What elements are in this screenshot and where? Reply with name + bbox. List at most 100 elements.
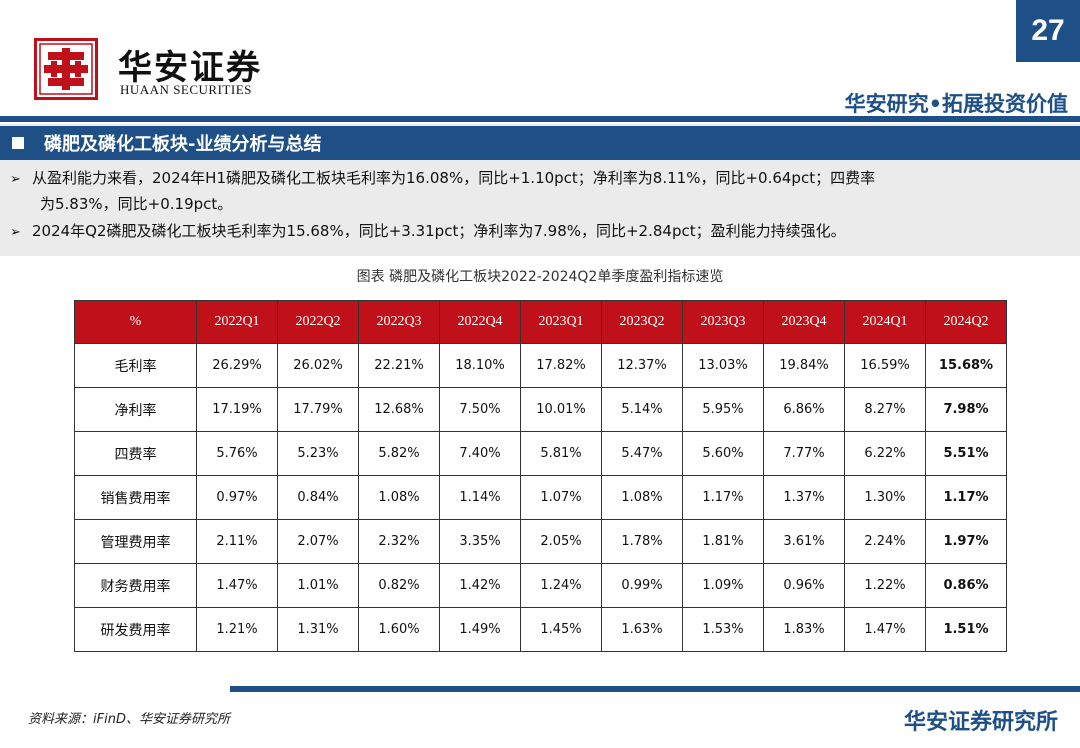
table-cell: 5.23% <box>277 431 359 476</box>
table-cell: 1.51% <box>925 607 1007 652</box>
row-label: 毛利率 <box>74 343 197 388</box>
table-row: 销售费用率 0.97% 0.84% 1.08% 1.14% 1.07% 1.08% 1.17%… <box>74 475 1007 520</box>
logo-name-cn: 华安证券 <box>118 48 262 88</box>
table-cell: 18.10% <box>439 343 521 388</box>
table-cell: 7.77% <box>763 431 845 476</box>
table-cell: 1.17% <box>925 475 1007 520</box>
table-cell: 1.49% <box>439 607 521 652</box>
row-label: 四费率 <box>74 431 197 476</box>
table-cell: 1.37% <box>763 475 845 520</box>
table-cell: 1.47% <box>844 607 926 652</box>
table-cell: 1.21% <box>196 607 278 652</box>
table-cell: 1.53% <box>682 607 764 652</box>
table-cell: 5.81% <box>520 431 602 476</box>
table-cell: 2.05% <box>520 519 602 564</box>
page-number: 27 <box>1016 0 1080 62</box>
table-cell: 0.84% <box>277 475 359 520</box>
table-cell: 1.14% <box>439 475 521 520</box>
section-title: 磷肥及磷化工板块-业绩分析与总结 <box>44 134 322 155</box>
table-cell: 0.86% <box>925 563 1007 608</box>
table-cell: 6.86% <box>763 387 845 432</box>
row-label: 管理费用率 <box>74 519 197 564</box>
header-slogan: 华安研究•拓展投资价值 <box>844 92 1068 116</box>
table-cell: 5.14% <box>601 387 683 432</box>
table-cell: 1.08% <box>358 475 440 520</box>
table-row: 四费率 5.76% 5.23% 5.82% 7.40% 5.81% 5.47% 5.60% 7.… <box>74 431 1007 476</box>
table-cell: 0.97% <box>196 475 278 520</box>
table-cell: 1.97% <box>925 519 1007 564</box>
table-cell: 1.08% <box>601 475 683 520</box>
table-cell: 2.24% <box>844 519 926 564</box>
table-cell: 1.78% <box>601 519 683 564</box>
square-bullet-icon <box>12 137 24 149</box>
header-divider <box>0 116 1080 122</box>
row-label: 研发费用率 <box>74 607 197 652</box>
header-unit: % <box>74 300 197 344</box>
table-cell: 12.68% <box>358 387 440 432</box>
table-cell: 7.40% <box>439 431 521 476</box>
table-cell: 26.29% <box>196 343 278 388</box>
table-header-row: % 2022Q1 2022Q2 2022Q3 2022Q4 2023Q1 202… <box>74 300 1007 344</box>
column-header: 2022Q1 <box>196 300 278 344</box>
table-cell: 0.99% <box>601 563 683 608</box>
table-cell: 1.07% <box>520 475 602 520</box>
table-cell: 5.95% <box>682 387 764 432</box>
profitability-table: % 2022Q1 2022Q2 2022Q3 2022Q4 2023Q1 202… <box>74 300 1007 652</box>
table-cell: 1.45% <box>520 607 602 652</box>
table-cell: 17.79% <box>277 387 359 432</box>
section-title-bar: 磷肥及磷化工板块-业绩分析与总结 <box>0 126 1080 160</box>
column-header: 2022Q2 <box>277 300 359 344</box>
table-cell: 17.82% <box>520 343 602 388</box>
table-cell: 2.11% <box>196 519 278 564</box>
bullet-2-text: 2024年Q2磷肥及磷化工板块毛利率为15.68%，同比+3.31pct；净利率… <box>32 222 846 240</box>
table-cell: 6.22% <box>844 431 926 476</box>
table-cell: 16.59% <box>844 343 926 388</box>
table-cell: 1.30% <box>844 475 926 520</box>
table-cell: 1.01% <box>277 563 359 608</box>
summary-bullet-2: ➢ 2024年Q2磷肥及磷化工板块毛利率为15.68%，同比+3.31pct；净利… <box>10 218 846 246</box>
column-header: 2022Q4 <box>439 300 521 344</box>
table-cell: 5.82% <box>358 431 440 476</box>
column-header: 2024Q1 <box>844 300 926 344</box>
bullet-1-text: 从盈利能力来看，2024年H1磷肥及磷化工板块毛利率为16.08%，同比+1.1… <box>32 169 876 187</box>
table-cell: 26.02% <box>277 343 359 388</box>
table-cell: 8.27% <box>844 387 926 432</box>
table-cell: 0.96% <box>763 563 845 608</box>
footer-divider <box>230 686 1080 692</box>
column-header: 2023Q1 <box>520 300 602 344</box>
table-cell: 2.32% <box>358 519 440 564</box>
table-cell: 1.60% <box>358 607 440 652</box>
table-cell: 5.60% <box>682 431 764 476</box>
row-label: 销售费用率 <box>74 475 197 520</box>
table-cell: 1.81% <box>682 519 764 564</box>
huaan-logo-icon <box>34 38 98 100</box>
table-cell: 3.61% <box>763 519 845 564</box>
column-header: 2023Q4 <box>763 300 845 344</box>
table-cell: 5.47% <box>601 431 683 476</box>
source-note: 资料来源：iFinD、华安证券研究所 <box>28 712 230 727</box>
column-header: 2023Q3 <box>682 300 764 344</box>
footer-brand: 华安证券研究所 <box>903 710 1058 735</box>
table-cell: 1.47% <box>196 563 278 608</box>
column-header: 2024Q2 <box>925 300 1007 344</box>
table-row: 管理费用率 2.11% 2.07% 2.32% 3.35% 2.05% 1.78% 1.81%… <box>74 519 1007 564</box>
table-cell: 1.63% <box>601 607 683 652</box>
table-cell: 7.98% <box>925 387 1007 432</box>
table-cell: 1.17% <box>682 475 764 520</box>
table-cell: 1.09% <box>682 563 764 608</box>
arrow-bullet-icon: ➢ <box>10 225 21 240</box>
table-cell: 22.21% <box>358 343 440 388</box>
row-label: 财务费用率 <box>74 563 197 608</box>
table-cell: 7.50% <box>439 387 521 432</box>
table-row: 财务费用率 1.47% 1.01% 0.82% 1.42% 1.24% 0.99% 1.09%… <box>74 563 1007 608</box>
column-header: 2023Q2 <box>601 300 683 344</box>
table-cell: 2.07% <box>277 519 359 564</box>
table-cell: 1.42% <box>439 563 521 608</box>
table-cell: 17.19% <box>196 387 278 432</box>
table-cell: 1.24% <box>520 563 602 608</box>
logo-name-en: HUAAN SECURITIES <box>120 82 252 97</box>
table-cell: 1.22% <box>844 563 926 608</box>
table-cell: 10.01% <box>520 387 602 432</box>
table-cell: 12.37% <box>601 343 683 388</box>
table-row: 毛利率 26.29% 26.02% 22.21% 18.10% 17.82% 12.37% 1… <box>74 343 1007 388</box>
